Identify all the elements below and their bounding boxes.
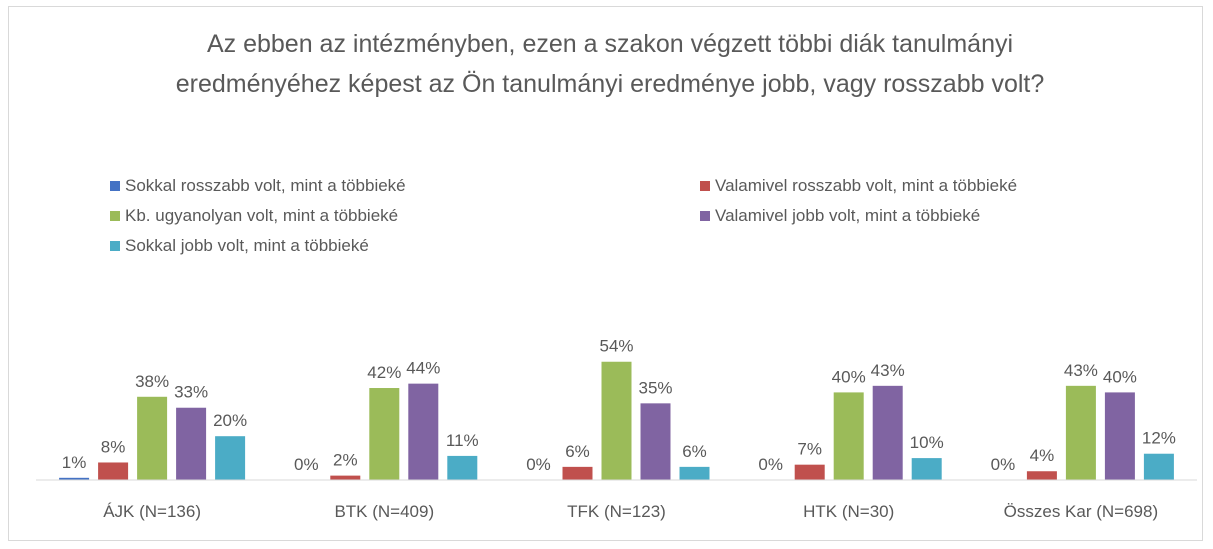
chart-title: Az ebben az intézményben, ezen a szakon … [175, 30, 1045, 98]
bar [1104, 392, 1135, 480]
chart-frame [8, 6, 1203, 541]
bar [1143, 453, 1174, 480]
x-tick-label: BTK (N=409) [334, 502, 434, 521]
bar [98, 462, 129, 480]
legend-label: Sokkal rosszabb volt, mint a többieké [125, 176, 406, 195]
data-label: 43% [871, 361, 905, 380]
bar [137, 396, 168, 480]
bar [833, 392, 864, 480]
legend-swatch [110, 241, 120, 251]
legend-entry: Sokkal jobb volt, mint a többieké [110, 236, 369, 256]
data-label: 54% [599, 337, 633, 356]
x-tick-label: Összes Kar (N=698) [1004, 502, 1158, 521]
data-label: 8% [101, 437, 126, 456]
data-label: 7% [797, 440, 822, 459]
bar [330, 475, 361, 480]
legend-swatch [700, 181, 710, 191]
data-label: 40% [832, 367, 866, 386]
legend-label: Sokkal jobb volt, mint a többieké [125, 236, 369, 255]
x-tick-label: HTK (N=30) [803, 502, 894, 521]
legend-label: Valamivel rosszabb volt, mint a többieké [715, 176, 1018, 195]
data-label: 0% [758, 455, 783, 474]
legend-swatch [110, 211, 120, 221]
bar [911, 458, 942, 480]
bar [562, 466, 593, 480]
bar [369, 388, 400, 480]
data-label: 38% [135, 372, 169, 391]
legend-entry: Kb. ugyanolyan volt, mint a többieké [110, 206, 398, 226]
bar [794, 464, 825, 480]
data-label: 4% [1030, 446, 1055, 465]
data-label: 40% [1103, 367, 1137, 386]
data-label: 10% [910, 433, 944, 452]
legend-entry: Sokkal rosszabb volt, mint a többieké [110, 176, 406, 196]
data-label: 35% [638, 378, 672, 397]
data-label: 44% [406, 359, 440, 378]
legend-entry: Valamivel rosszabb volt, mint a többieké [700, 176, 1017, 196]
bar [679, 466, 710, 480]
data-label: 6% [682, 442, 707, 461]
bar [640, 403, 671, 480]
bar [59, 477, 90, 480]
data-label: 2% [333, 451, 358, 470]
bar [601, 361, 632, 480]
data-label: 11% [446, 431, 479, 450]
legend-swatch [110, 181, 120, 191]
data-label: 33% [174, 383, 208, 402]
data-label: 42% [367, 363, 401, 382]
x-tick-label: TFK (N=123) [567, 502, 666, 521]
data-label: 0% [526, 455, 551, 474]
data-label: 12% [1142, 429, 1176, 448]
data-label: 43% [1064, 361, 1098, 380]
bar [215, 436, 246, 480]
legend-swatch [700, 211, 710, 221]
bar [408, 383, 439, 480]
x-tick-label: ÁJK (N=136) [103, 502, 201, 521]
bar [1065, 385, 1096, 480]
data-label: 20% [213, 411, 247, 430]
data-label: 6% [565, 442, 590, 461]
data-label: 0% [294, 455, 319, 474]
legend-label: Kb. ugyanolyan volt, mint a többieké [125, 206, 399, 225]
bar [447, 455, 478, 480]
bar [1026, 471, 1057, 480]
bar [872, 385, 903, 480]
bar [176, 407, 207, 480]
data-label: 1% [62, 453, 87, 472]
legend-entry: Valamivel jobb volt, mint a többieké [700, 206, 980, 226]
legend-label: Valamivel jobb volt, mint a többieké [715, 206, 981, 225]
data-label: 0% [991, 455, 1016, 474]
